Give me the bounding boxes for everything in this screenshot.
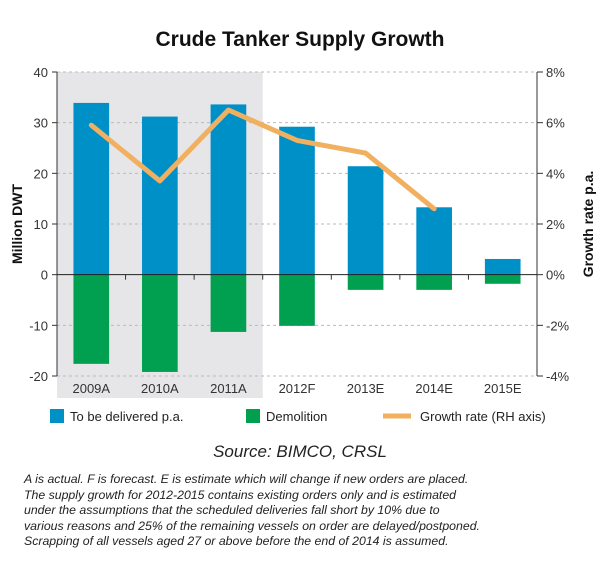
bar-demolition: [73, 274, 110, 364]
y2-axis-label: Growth rate p.a.: [580, 171, 596, 278]
footnotes: A is actual. F is forecast. E is estimat…: [24, 472, 594, 550]
x-tick-label: 2014E: [415, 381, 453, 396]
y-tick-label: 30: [34, 116, 48, 131]
y-tick-label: 40: [34, 65, 48, 80]
legend-label-demolition: Demolition: [266, 409, 327, 424]
bar-delivered: [484, 258, 521, 275]
y2-tick-label: 6%: [546, 116, 565, 131]
bar-delivered: [416, 207, 452, 275]
x-tick-label: 2012F: [279, 381, 316, 396]
legend-label-delivered: To be delivered p.a.: [70, 409, 183, 424]
y2-tick-label: 4%: [546, 166, 565, 181]
x-tick-label: 2011A: [210, 381, 247, 396]
bar-demolition: [416, 274, 452, 290]
footnote-line: various reasons and 25% of the remaining…: [24, 518, 480, 533]
bar-delivered: [279, 126, 315, 275]
y-tick-label: -10: [29, 318, 48, 333]
y2-tick-label: 0%: [546, 268, 565, 283]
x-tick-label: 2015E: [484, 381, 522, 396]
x-tick-label: 2009A: [72, 381, 110, 396]
y2-tick-label: 8%: [546, 65, 565, 80]
legend-swatch-delivered: [50, 409, 64, 423]
chart-source: Source: BIMCO, CRSL: [213, 442, 387, 461]
legend-swatch-demolition: [246, 409, 260, 423]
y-tick-label: 0: [41, 268, 48, 283]
bar-demolition: [279, 274, 315, 326]
bar-demolition: [347, 274, 384, 290]
legend-label-growth: Growth rate (RH axis): [420, 409, 546, 424]
y2-tick-label: -2%: [546, 318, 570, 333]
legend: To be delivered p.a. Demolition Growth r…: [50, 409, 546, 424]
growth-rate-line: [88, 107, 437, 212]
chart-title: Crude Tanker Supply Growth: [156, 28, 445, 51]
y-axis-label: Million DWT: [9, 184, 25, 265]
y-tick-label: 20: [34, 166, 48, 181]
bar-demolition: [142, 274, 178, 372]
bar-delivered: [142, 116, 178, 275]
bar-delivered: [73, 102, 110, 275]
bar-delivered: [347, 166, 384, 275]
x-tick-label: 2013E: [347, 381, 385, 396]
footnote-line: The supply growth for 2012-2015 contains…: [24, 487, 457, 502]
y-tick-label: 10: [34, 217, 48, 232]
footnote-line: Scrapping of all vessels aged 27 or abov…: [24, 534, 449, 549]
footnote-line: under the assumptions that the scheduled…: [24, 503, 440, 518]
y2-tick-label: 2%: [546, 217, 565, 232]
bar-demolition: [210, 274, 247, 332]
bar-demolition: [484, 274, 521, 284]
x-tick-label: 2010A: [141, 381, 179, 396]
bar-delivered: [210, 104, 247, 275]
y2-tick-label: -4%: [546, 369, 570, 384]
y-tick-label: -20: [29, 369, 48, 384]
footnote-line: A is actual. F is forecast. E is estimat…: [24, 472, 469, 486]
